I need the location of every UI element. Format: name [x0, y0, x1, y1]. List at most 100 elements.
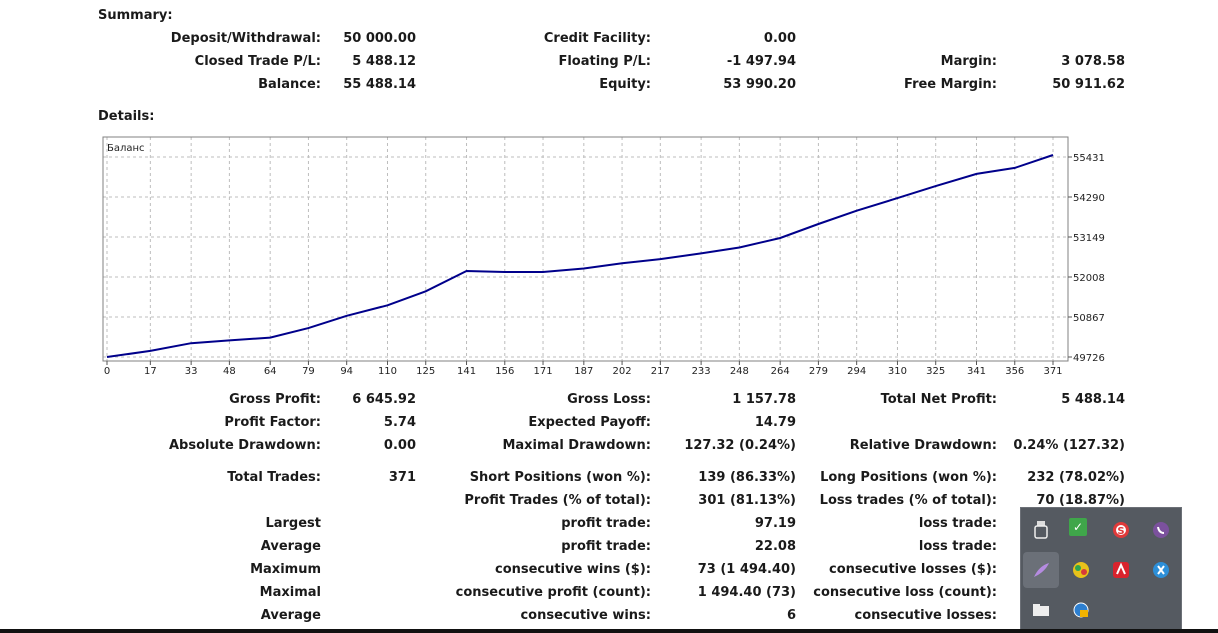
gross-profit-label: Gross Profit: [229, 392, 321, 407]
x-tick-label: 264 [771, 366, 790, 377]
total-net-profit-label: Total Net Profit: [880, 392, 997, 407]
balance-value: 55 488.14 [343, 77, 416, 92]
globe-lock-icon[interactable] [1069, 598, 1093, 622]
x-tick-label: 94 [340, 366, 353, 377]
maximal-drawdown-value: 127.32 (0.24%) [684, 438, 796, 453]
max-consecutive-wins-value: 73 (1 494.40) [697, 562, 796, 577]
absolute-drawdown-value: 0.00 [383, 438, 416, 453]
profit-factor-label: Profit Factor: [224, 415, 321, 430]
gross-profit-value: 6 645.92 [352, 392, 416, 407]
bluetooth-x-icon[interactable] [1149, 558, 1173, 582]
x-tick-label: 294 [847, 366, 866, 377]
deposit-value: 50 000.00 [343, 31, 416, 46]
absolute-drawdown-label: Absolute Drawdown: [169, 438, 321, 453]
average-consecutive-label: Average [260, 608, 321, 623]
expected-payoff-value: 14.79 [754, 415, 796, 430]
deposit-label: Deposit/Withdrawal: [170, 31, 321, 46]
profit-factor-value: 5.74 [383, 415, 416, 430]
loss-trades-value: 70 (18.87%) [1036, 493, 1125, 508]
expected-payoff-label: Expected Payoff: [528, 415, 651, 430]
free-margin-value: 50 911.62 [1052, 77, 1125, 92]
y-tick-label: 49726 [1073, 353, 1105, 364]
maximal-consecutive-loss-label: consecutive loss (count): [813, 585, 997, 600]
x-axis: 0 17 33 48 64 79 94 110 125 141 156 171 187 202 217 233… [104, 361, 1063, 377]
x-tick-label: 110 [378, 366, 397, 377]
y-tick-label: 50867 [1073, 313, 1105, 324]
maximal-consecutive-profit-value: 1 494.40 (73) [697, 585, 796, 600]
x-tick-label: 233 [692, 366, 711, 377]
closed-pl-value: 5 488.12 [352, 54, 416, 69]
average-profit-label: profit trade: [561, 539, 651, 554]
margin-label: Margin: [940, 54, 997, 69]
largest-loss-label: loss trade: [918, 516, 997, 531]
color-ball-icon[interactable] [1069, 558, 1093, 582]
maximal-consecutive-profit-label: consecutive profit (count): [455, 585, 651, 600]
avg-consecutive-wins-value: 6 [786, 608, 796, 623]
avira-umbrella-icon[interactable] [1109, 558, 1133, 582]
margin-value: 3 078.58 [1061, 54, 1125, 69]
details-heading: Details: [98, 109, 155, 124]
gross-loss-label: Gross Loss: [567, 392, 651, 407]
x-tick-label: 156 [495, 366, 514, 377]
folder-sync-icon[interactable] [1029, 598, 1053, 622]
checkmark-icon[interactable]: ✓ [1069, 518, 1087, 536]
x-tick-label: 325 [926, 366, 945, 377]
x-tick-label: 341 [967, 366, 986, 377]
maximal-label: Maximal [259, 585, 321, 600]
long-positions-label: Long Positions (won %): [820, 470, 997, 485]
max-consecutive-losses-label: consecutive losses ($): [829, 562, 997, 577]
balance-series-line [106, 154, 1054, 358]
feather-icon[interactable] [1023, 552, 1059, 588]
total-trades-label: Total Trades: [227, 470, 321, 485]
avg-consecutive-wins-label: consecutive wins: [520, 608, 651, 623]
viber-icon[interactable] [1149, 518, 1173, 542]
loss-trades-label: Loss trades (% of total): [819, 493, 997, 508]
total-trades-value: 371 [388, 470, 416, 485]
svg-text:S: S [1117, 526, 1124, 537]
relative-drawdown-label: Relative Drawdown: [849, 438, 997, 453]
system-tray-overflow: ✓ S [1020, 507, 1182, 631]
floating-pl-value: -1 497.94 [726, 54, 796, 69]
equity-label: Equity: [599, 77, 651, 92]
relative-drawdown-value: 0.24% (127.32) [1013, 438, 1125, 453]
x-tick-label: 79 [302, 366, 315, 377]
summary-heading: Summary: [98, 8, 173, 23]
average-loss-label: loss trade: [918, 539, 997, 554]
y-tick-label: 53149 [1073, 233, 1105, 244]
y-tick-label: 55431 [1073, 153, 1105, 164]
equity-value: 53 990.20 [723, 77, 796, 92]
gross-loss-value: 1 157.78 [732, 392, 796, 407]
profit-trades-value: 301 (81.13%) [698, 493, 796, 508]
profit-trades-label: Profit Trades (% of total): [464, 493, 651, 508]
chart-grid [103, 137, 1068, 361]
usb-drive-icon[interactable] [1029, 518, 1053, 542]
x-tick-label: 371 [1043, 366, 1062, 377]
y-tick-label: 52008 [1073, 273, 1105, 284]
credit-value: 0.00 [763, 31, 796, 46]
chart-title: Баланс [107, 143, 145, 154]
x-tick-label: 356 [1005, 366, 1024, 377]
x-tick-label: 141 [457, 366, 476, 377]
x-tick-label: 64 [264, 366, 277, 377]
long-positions-value: 232 (78.02%) [1027, 470, 1125, 485]
x-tick-label: 248 [730, 366, 749, 377]
total-net-profit-value: 5 488.14 [1061, 392, 1125, 407]
y-axis: 49726 50867 52008 53149 54290 55431 [1068, 153, 1105, 364]
maximum-label: Maximum [250, 562, 321, 577]
x-tick-label: 279 [809, 366, 828, 377]
closed-pl-label: Closed Trade P/L: [194, 54, 321, 69]
x-tick-label: 187 [574, 366, 593, 377]
x-tick-label: 0 [104, 366, 110, 377]
shield-s-icon[interactable]: S [1109, 518, 1133, 542]
x-tick-label: 33 [185, 366, 198, 377]
chart-frame [102, 136, 1069, 362]
taskbar-edge [0, 629, 1218, 633]
x-tick-label: 48 [223, 366, 236, 377]
x-tick-label: 217 [651, 366, 670, 377]
x-tick-label: 310 [888, 366, 907, 377]
x-tick-label: 171 [533, 366, 552, 377]
x-tick-label: 125 [416, 366, 435, 377]
avg-consecutive-losses-label: consecutive losses: [854, 608, 997, 623]
largest-label: Largest [265, 516, 321, 531]
